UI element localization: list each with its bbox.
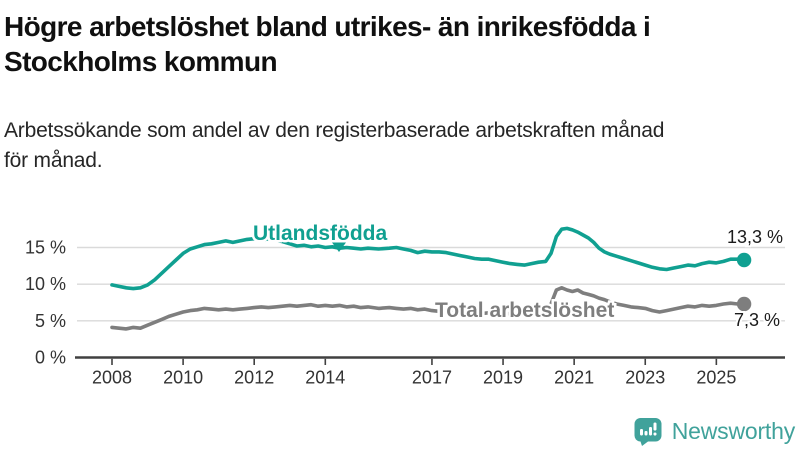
series-end-dot (736, 252, 752, 268)
x-axis-label: 2019 (483, 368, 523, 388)
series-line-utlandsfodda (110, 226, 746, 291)
y-axis-label: 5 % (35, 311, 66, 331)
newsworthy-wordmark: Newsworthy (671, 418, 795, 444)
x-axis-label: 2008 (92, 368, 132, 388)
y-axis-label: 15 % (25, 238, 66, 258)
series-end-value-label: 7,3 % (734, 310, 780, 330)
series-label-pointer-icon (332, 242, 346, 252)
x-axis-label: 2023 (625, 368, 665, 388)
x-axis-label: 2025 (696, 368, 736, 388)
series-line-total (110, 286, 746, 331)
x-axis-label: 2014 (305, 368, 345, 388)
x-axis-label: 2010 (163, 368, 203, 388)
x-axis-label: 2017 (412, 368, 452, 388)
newsworthy-icon (634, 418, 662, 446)
series-end-dot (736, 296, 752, 312)
y-axis-label: 10 % (25, 274, 66, 294)
page-subtitle: Arbetssökande som andel av den registerb… (4, 119, 665, 172)
y-axis-label: 0 % (35, 348, 66, 368)
series-label: Utlandsfödda (253, 222, 387, 245)
x-axis-label: 2021 (554, 368, 594, 388)
series-end-value-label: 13,3 % (727, 227, 783, 247)
newsworthy-logo: Newsworthy (633, 417, 795, 446)
x-axis-label: 2012 (234, 368, 274, 388)
series-label: Total arbetslöshet (435, 299, 614, 322)
unemployment-line-chart: 2008 2010 2012 2014 2017 2019 2021 2023 2025 0 % 5… (25, 220, 785, 388)
page-title: Högre arbetslöshet bland utrikes- än inr… (4, 11, 651, 77)
